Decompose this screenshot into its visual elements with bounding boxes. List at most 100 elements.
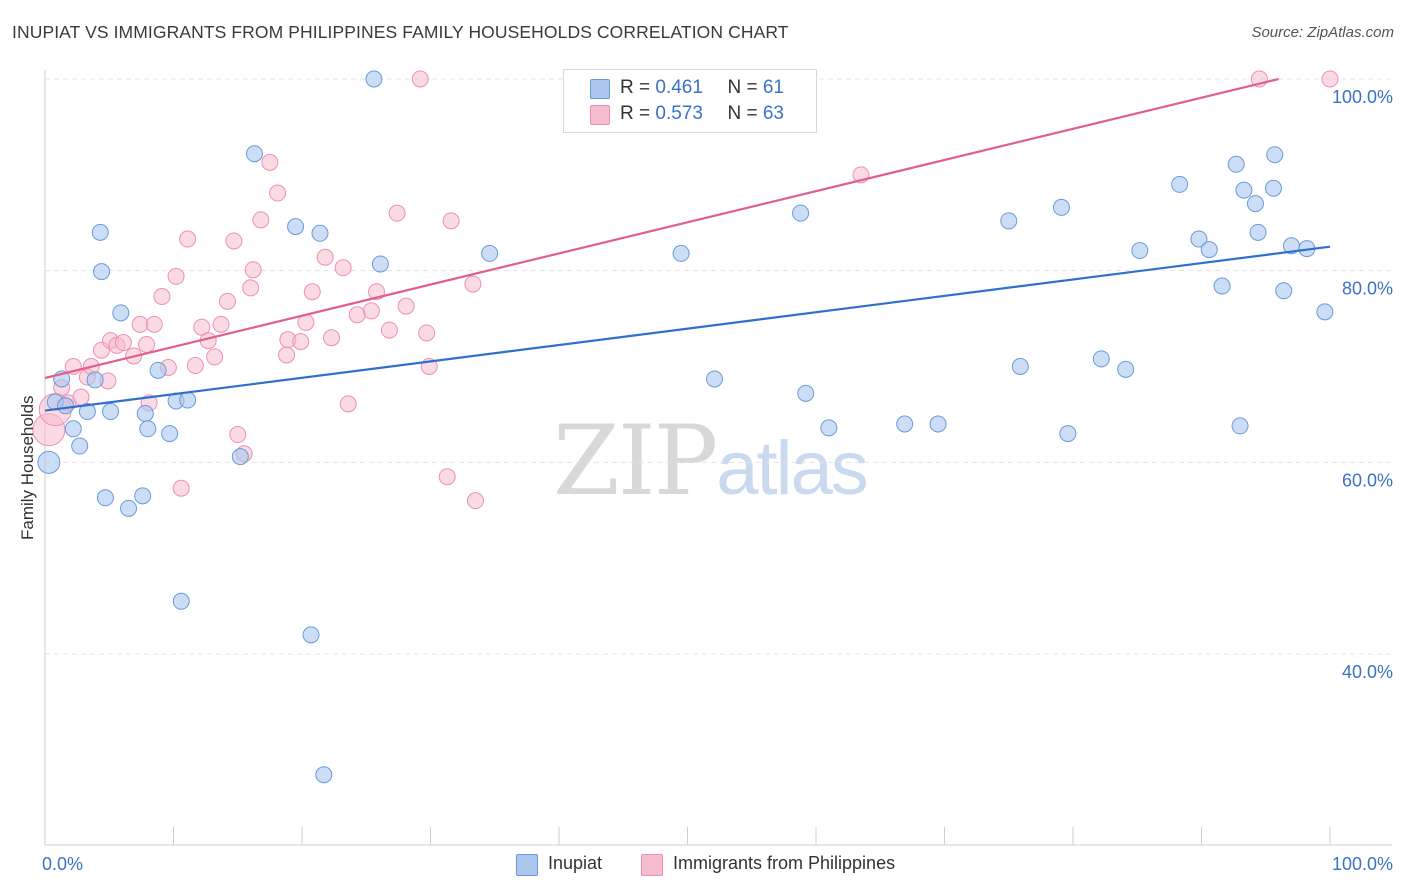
bottom-legend-label-inupiat: Inupiat (548, 853, 603, 873)
tick-labels: 40.0% 60.0% 80.0% 100.0% 0.0% 100.0% (42, 87, 1393, 874)
data-point-philippines (380, 321, 398, 339)
data-point-inupiat (1246, 195, 1264, 213)
data-point-philippines (418, 324, 436, 342)
data-point-inupiat (57, 397, 75, 415)
data-point-philippines (225, 232, 243, 250)
data-point-inupiat (136, 404, 154, 422)
legend-swatch-philippines (590, 105, 610, 125)
y-axis-label: Family Households (18, 395, 37, 540)
trend-lines (44, 77, 1331, 412)
data-point-inupiat (1190, 230, 1208, 248)
data-point-philippines (218, 292, 236, 310)
data-point-philippines (1321, 70, 1339, 88)
legend-n-value: 63 (762, 103, 784, 124)
data-point-inupiat (1213, 277, 1231, 295)
data-point-philippines (145, 315, 163, 333)
y-tick-label: 60.0% (1342, 470, 1393, 490)
data-point-philippines (242, 279, 260, 297)
data-point-inupiat (91, 223, 109, 241)
data-point-inupiat (287, 218, 305, 236)
data-point-inupiat (1231, 417, 1249, 435)
data-point-inupiat (96, 489, 114, 507)
data-point-inupiat (37, 450, 61, 474)
legend: R = 0.461 N = 61 R = 0.573 N = 63 (563, 69, 817, 133)
data-point-inupiat (179, 391, 197, 409)
bottom-legend-label-philippines: Immigrants from Philippines (673, 853, 896, 873)
y-axis-label-wrap: Family Households (18, 395, 38, 560)
data-point-philippines (348, 306, 366, 324)
legend-n-label: N = (727, 77, 763, 98)
data-point-philippines (172, 479, 190, 497)
data-point-philippines (442, 212, 460, 230)
data-point-inupiat (102, 403, 120, 421)
data-point-inupiat (302, 626, 320, 644)
data-point-philippines (292, 333, 310, 351)
data-point-inupiat (1235, 181, 1253, 199)
data-point-inupiat (371, 255, 389, 273)
data-point-inupiat (672, 244, 690, 262)
data-point-inupiat (71, 437, 89, 455)
data-point-inupiat (481, 244, 499, 262)
legend-r-value: 0.461 (655, 77, 703, 98)
watermark-zip: ZIP (553, 405, 718, 517)
data-point-philippines (261, 153, 279, 171)
data-point-inupiat (1000, 212, 1018, 230)
data-point-inupiat (1092, 350, 1110, 368)
data-point-philippines (362, 302, 380, 320)
series-philippines-points (32, 70, 1339, 510)
data-point-inupiat (365, 70, 383, 88)
trend-line-inupiat (44, 245, 1331, 412)
data-point-inupiat (1316, 303, 1334, 321)
data-point-inupiat (149, 361, 167, 379)
data-point-philippines (316, 248, 334, 266)
y-tick-label: 100.0% (1332, 87, 1393, 107)
chart-title: INUPIAT VS IMMIGRANTS FROM PHILIPPINES F… (12, 22, 789, 42)
data-point-inupiat (705, 370, 723, 388)
data-point-philippines (411, 70, 429, 88)
data-point-inupiat (1131, 242, 1149, 260)
data-point-philippines (138, 335, 156, 353)
data-point-inupiat (1117, 360, 1135, 378)
data-point-philippines (464, 275, 482, 293)
data-point-inupiat (311, 224, 329, 242)
data-point-philippines (229, 426, 247, 444)
data-point-philippines (438, 468, 456, 486)
watermark: ZIPatlas (553, 405, 869, 517)
source-label: Source: ZipAtlas.com (1251, 24, 1394, 41)
data-point-inupiat (1171, 175, 1189, 193)
data-point-inupiat (64, 420, 82, 438)
data-point-inupiat (134, 487, 152, 505)
data-point-inupiat (231, 448, 249, 466)
data-point-inupiat (820, 419, 838, 437)
data-point-inupiat (93, 263, 111, 281)
data-point-philippines (114, 334, 132, 352)
data-point-philippines (179, 230, 197, 248)
data-point-inupiat (139, 420, 157, 438)
x-tick-label: 0.0% (42, 854, 83, 874)
data-point-philippines (72, 388, 90, 406)
data-point-philippines (186, 357, 204, 375)
data-point-inupiat (1200, 241, 1218, 259)
trend-line-philippines (44, 77, 1279, 380)
y-tick-label: 40.0% (1342, 662, 1393, 682)
watermark-atlas: atlas (716, 426, 869, 511)
data-point-inupiat (1227, 155, 1245, 173)
legend-r-value: 0.573 (655, 103, 703, 124)
data-point-inupiat (1266, 146, 1284, 164)
data-point-inupiat (1059, 425, 1077, 443)
data-point-philippines (388, 204, 406, 222)
series-inupiat-points (37, 70, 1334, 784)
legend-r-label: R = (620, 77, 656, 98)
data-point-inupiat (112, 304, 130, 322)
data-point-inupiat (86, 371, 104, 389)
legend-n-label: N = (727, 103, 763, 124)
data-point-inupiat (929, 415, 947, 433)
legend-n-value: 61 (762, 77, 784, 98)
data-point-philippines (397, 297, 415, 315)
data-point-inupiat (1249, 223, 1267, 241)
grid-lines (45, 78, 1392, 655)
data-point-inupiat (1264, 179, 1282, 197)
data-point-philippines (339, 395, 357, 413)
data-point-philippines (244, 261, 262, 279)
